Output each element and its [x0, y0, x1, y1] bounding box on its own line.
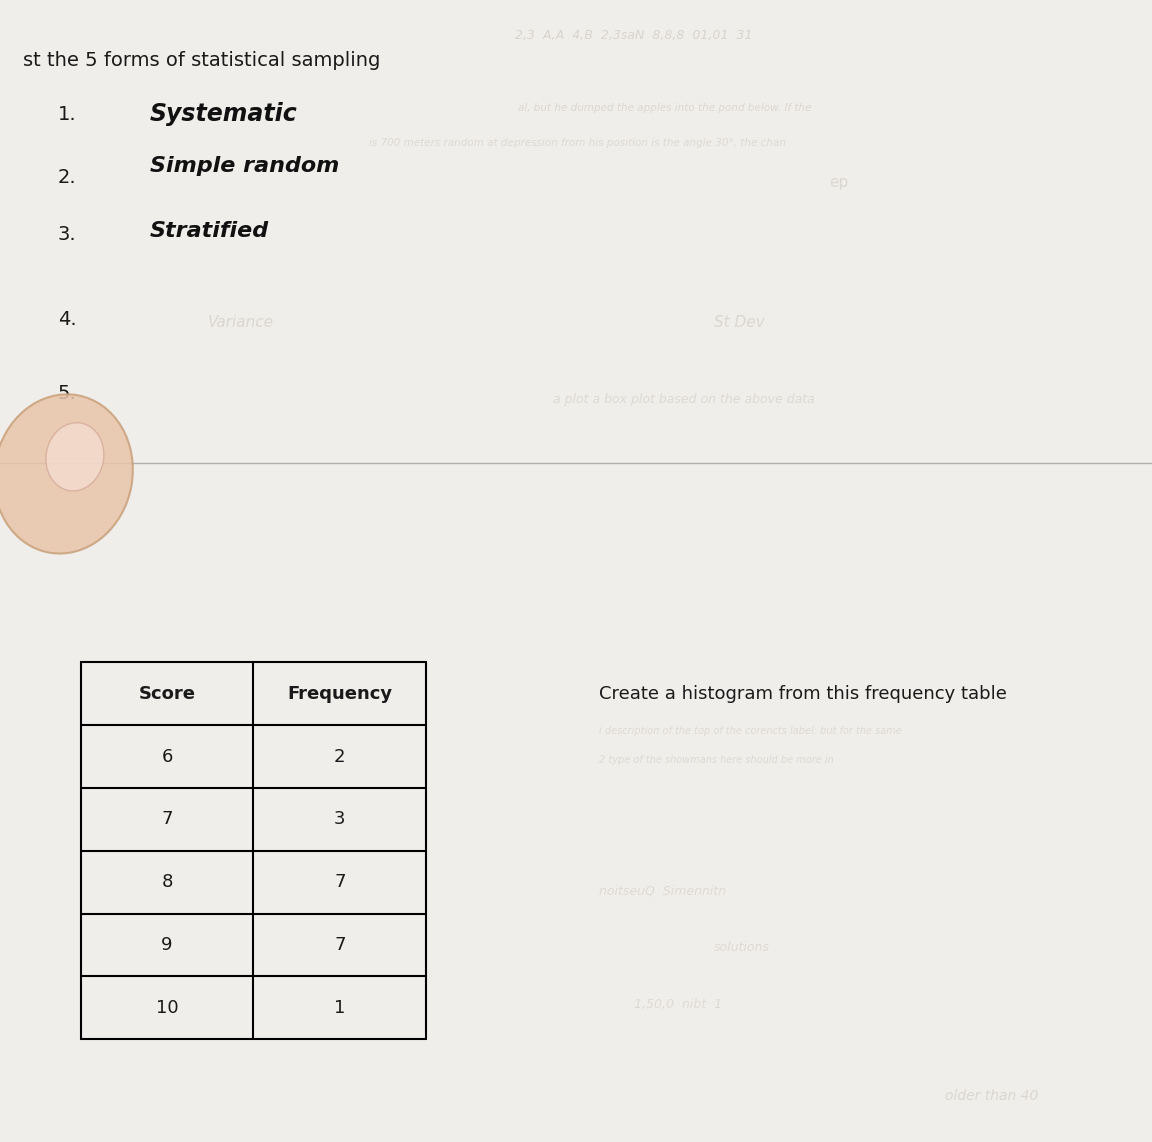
Text: 9: 9 — [161, 936, 173, 954]
Text: solutions: solutions — [714, 941, 771, 955]
Text: Stratified: Stratified — [150, 220, 268, 241]
Text: 3.: 3. — [58, 225, 76, 243]
Text: Variance: Variance — [207, 314, 273, 330]
Text: al, but he dumped the apples into the pond below. If the: al, but he dumped the apples into the po… — [518, 104, 812, 113]
Ellipse shape — [46, 423, 104, 491]
Text: St Dev: St Dev — [714, 314, 765, 330]
Text: Create a histogram from this frequency table: Create a histogram from this frequency t… — [599, 685, 1007, 702]
Text: 2: 2 — [334, 748, 346, 765]
Text: Simple random: Simple random — [150, 155, 339, 176]
Text: 1.: 1. — [58, 105, 76, 123]
Ellipse shape — [0, 394, 132, 554]
Text: a plot a box plot based on the above data: a plot a box plot based on the above dat… — [553, 393, 814, 407]
Text: 8: 8 — [161, 874, 173, 891]
Text: 7: 7 — [334, 874, 346, 891]
Text: noitseuQ  Simennitn: noitseuQ Simennitn — [599, 884, 726, 898]
Text: is 700 meters random at depression from his position is the angle 30°, the chan: is 700 meters random at depression from … — [369, 138, 786, 147]
Text: 1: 1 — [334, 999, 346, 1016]
Text: 7: 7 — [161, 811, 173, 828]
Text: 2.: 2. — [58, 168, 76, 186]
Text: Score: Score — [138, 685, 196, 702]
Text: Frequency: Frequency — [287, 685, 393, 702]
Text: 10: 10 — [156, 999, 179, 1016]
Text: 6: 6 — [161, 748, 173, 765]
Text: 2,3  A,A  4,B  2,3saN  8,8,8  01,01  31: 2,3 A,A 4,B 2,3saN 8,8,8 01,01 31 — [515, 29, 752, 41]
Text: i description of the top of the corencts label: but for the same: i description of the top of the corencts… — [599, 726, 902, 737]
Text: st the 5 forms of statistical sampling: st the 5 forms of statistical sampling — [23, 51, 380, 71]
Text: 2 type of the showmans here should be more in: 2 type of the showmans here should be mo… — [599, 755, 834, 765]
Text: Systematic: Systematic — [150, 102, 297, 127]
Text: 3: 3 — [334, 811, 346, 828]
Text: 5.: 5. — [58, 385, 76, 403]
Text: ep: ep — [829, 175, 849, 191]
Text: 1,50,0  nibt  1: 1,50,0 nibt 1 — [634, 998, 721, 1012]
Text: 7: 7 — [334, 936, 346, 954]
Text: older than 40: older than 40 — [945, 1089, 1038, 1103]
Text: 4.: 4. — [58, 311, 76, 329]
